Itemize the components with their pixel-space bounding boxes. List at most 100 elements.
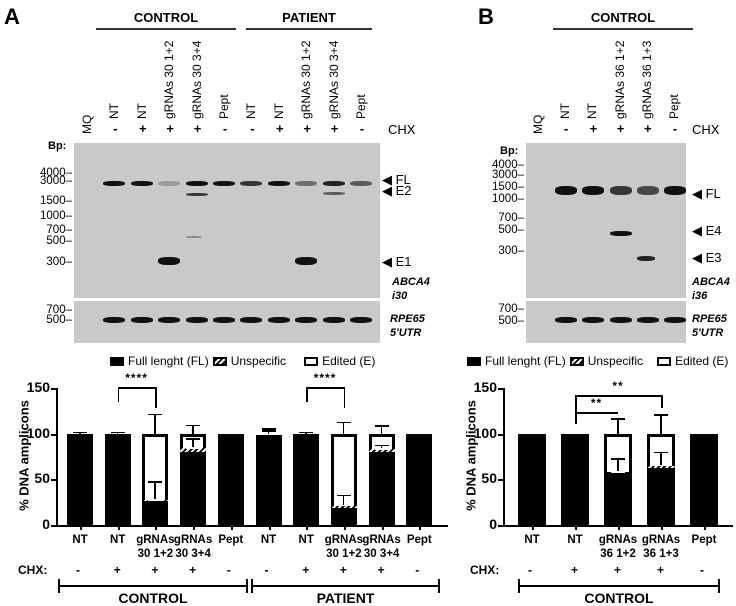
x-tick [532, 525, 534, 530]
lane-label: gRNAs 30 3+4 [326, 40, 341, 119]
bar-edited-segment [604, 433, 632, 473]
chx-sign: + [139, 121, 147, 136]
chx-sign: + [571, 563, 579, 577]
gel-band [322, 317, 345, 323]
error-bar [660, 451, 662, 466]
ladder-marker: 3000– [492, 169, 524, 181]
ladder-marker: 700– [498, 212, 524, 224]
lane-label: gRNAs 30 1+2 [162, 40, 177, 119]
bar-fl-segment [217, 433, 244, 525]
y-tick [498, 433, 503, 436]
significance-stars: **** [313, 371, 337, 385]
legend-fl-swatch [110, 356, 124, 366]
legend-unspecific-label: Unspecific [587, 354, 644, 368]
gel-band [609, 231, 632, 236]
gel-band [636, 317, 659, 323]
group-bracket-end [246, 579, 248, 593]
panel-a-gel-rpe65 [74, 301, 380, 343]
error-bar-cap [336, 421, 351, 424]
gel-band [130, 317, 153, 323]
chx-sign: + [644, 121, 652, 136]
group-bracket-end [58, 579, 60, 593]
gel-band [609, 186, 632, 195]
x-tick-label: gRNAs 30 3+4 [362, 534, 401, 560]
x-tick-label: NT [567, 534, 583, 546]
panel-b-bp-label: Bp: [500, 145, 519, 157]
ladder-marker: 300– [498, 245, 524, 257]
panel-b-gene-abca4: ABCA4 i36 [692, 276, 730, 302]
gel-band [350, 181, 372, 186]
gel-band [185, 317, 208, 323]
chx-sign: - [528, 563, 532, 577]
gel-band [213, 317, 235, 323]
lane-label: gRNAs 36 1+2 [612, 40, 627, 119]
chx-sign: - [226, 563, 231, 577]
error-bar [380, 425, 383, 434]
y-tick [51, 433, 56, 436]
error-bar [154, 481, 156, 501]
band-e3-label: E3 [705, 250, 722, 265]
legend-unspecific-swatch [212, 356, 227, 366]
error-bar-cap [654, 451, 668, 454]
error-bar [267, 430, 269, 435]
chx-sign: - [564, 121, 569, 136]
y-tick-label: 50 [34, 470, 50, 487]
x-tick-label: gRNAs 30 3+4 [173, 534, 213, 560]
error-bar-cap [110, 431, 125, 434]
gel-band [130, 181, 153, 186]
panel-b-gel-rpe65 [526, 301, 686, 343]
error-bar [342, 421, 345, 434]
ladder-marker: 3000– [40, 175, 72, 187]
panel-a-band-e2: ◀ E2 [382, 183, 412, 198]
chx-sign: - [222, 121, 228, 136]
lane-label: MQ [80, 114, 94, 134]
bar-fl-segment [104, 433, 131, 525]
chx-sign: + [616, 121, 625, 136]
chx-sign: - [359, 121, 365, 136]
error-bar-cap [336, 494, 351, 497]
group-label: PATIENT [316, 590, 375, 606]
error-bar [192, 424, 194, 434]
error-bar [617, 418, 619, 434]
bar-unspecific-segment [647, 465, 675, 469]
gel-band [213, 181, 235, 186]
gel-band [158, 317, 181, 323]
band-e2-label: E2 [395, 183, 412, 198]
gel-band [103, 317, 126, 323]
x-tick [343, 525, 346, 530]
bar-unspecific-segment [330, 505, 357, 509]
chx-sign: + [657, 563, 665, 577]
error-bar-cap [148, 481, 163, 483]
error-bar-cap [73, 431, 87, 434]
chart-a-legend: Full lenght (FL) Unspecific Edited (E) [110, 354, 375, 368]
x-tick-label: NT [298, 534, 314, 546]
significance-bracket [306, 387, 344, 389]
chx-label: CHX: [18, 563, 48, 577]
significance-stars: ** [612, 379, 624, 393]
panel-a-chx-label: CHX [388, 122, 416, 137]
ladder-marker: 700– [46, 304, 72, 316]
error-bar-cap [611, 418, 625, 420]
error-bar-cap [186, 447, 201, 449]
y-tick-label: 150 [473, 379, 497, 395]
panel-b-gene-rpe65: RPE65 5'UTR [692, 313, 727, 339]
band-e4-label: E4 [705, 223, 722, 238]
chx-sign: + [330, 121, 339, 136]
lane-label: Pept [217, 94, 231, 119]
ladder-marker: 300– [46, 256, 72, 268]
x-tick [268, 525, 271, 530]
error-bar-cap [611, 471, 625, 473]
panel-b-band-e4: ◀ E4 [692, 223, 722, 238]
ladder-marker: 500– [498, 315, 524, 327]
x-tick-label: Pept [218, 534, 244, 546]
x-tick [193, 525, 196, 530]
x-tick-label: Pept [691, 534, 717, 546]
band-fl-label: FL [395, 172, 411, 187]
y-tick-label: 100 [473, 424, 497, 441]
legend-unspecific-label: Unspecific [230, 354, 287, 368]
bar-fl-segment [406, 433, 433, 525]
error-bar [342, 494, 345, 506]
chx-sign: + [189, 563, 197, 577]
chx-sign: + [302, 563, 310, 577]
panel-a-gene-rpe65: RPE65 5'UTR [390, 313, 425, 339]
